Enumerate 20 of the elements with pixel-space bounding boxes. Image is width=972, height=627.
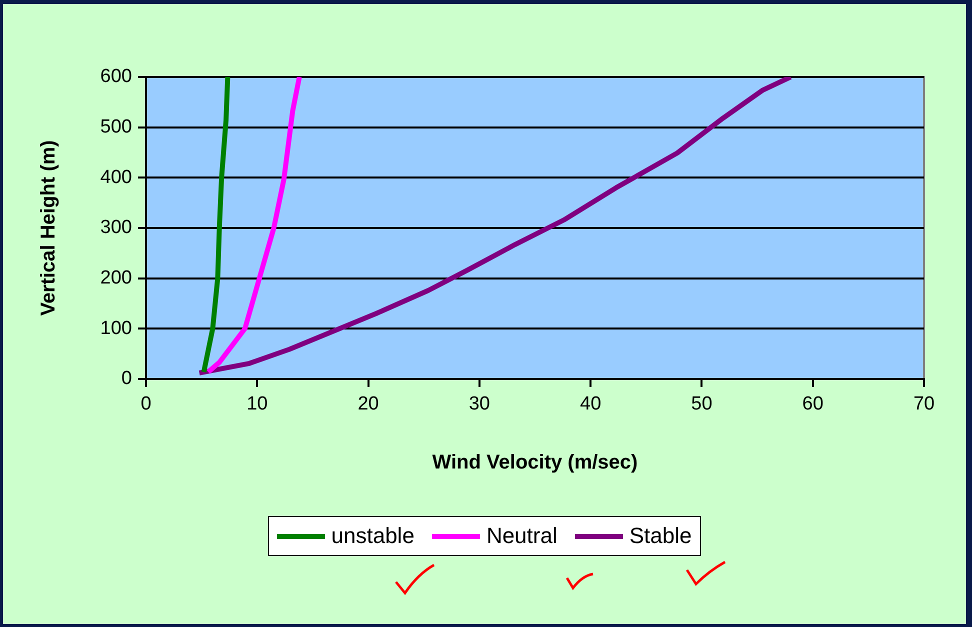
x-tick-label: 60 [802, 394, 824, 415]
y-tick-label: 0 [121, 368, 132, 390]
y-tick-label: 600 [100, 66, 132, 88]
x-tick-label: 10 [246, 394, 268, 415]
y-tick-label: 100 [100, 318, 132, 339]
legend-label: Neutral [486, 523, 558, 549]
x-tick-label: 50 [691, 394, 712, 415]
x-tick-label: 0 [140, 394, 152, 415]
x-tick-label: 30 [468, 394, 490, 415]
y-tick-label: 400 [100, 166, 132, 188]
y-tick-label: 300 [100, 217, 132, 238]
x-axis-title: Wind Velocity (m/sec) [432, 452, 638, 474]
y-tick-label: 500 [100, 116, 132, 138]
x-tick-label: 40 [580, 394, 602, 415]
x-tick-label: 70 [913, 394, 935, 415]
x-tick-label: 20 [358, 394, 379, 415]
y-axis-title: Vertical Height (m) [38, 140, 60, 316]
y-tick-label: 200 [100, 268, 132, 289]
legend-label: unstable [331, 523, 414, 549]
legend-label: Stable [629, 523, 692, 549]
